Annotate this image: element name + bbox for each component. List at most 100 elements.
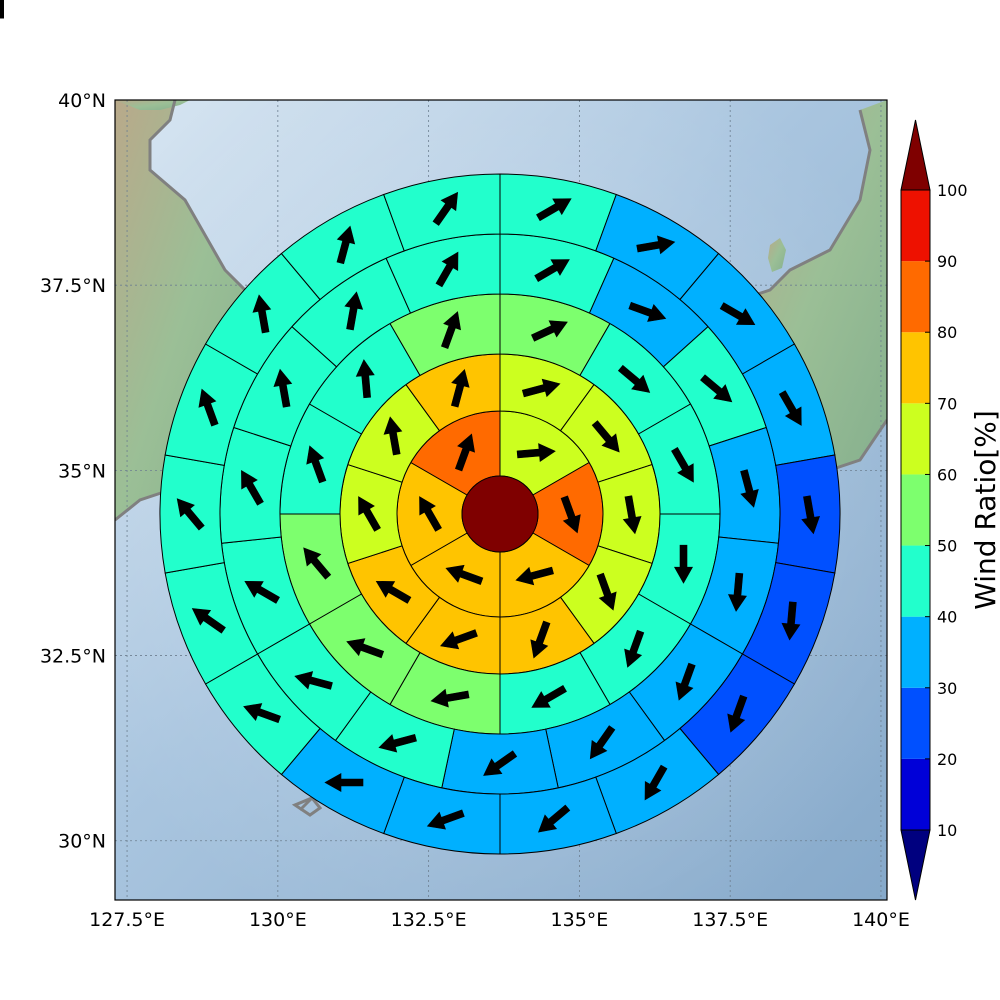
colorbar: 10 20 30 40 50 60 70 80 90 100 <box>900 119 968 901</box>
colorbar-label: Wind Ratio[%] <box>969 410 1000 610</box>
land-korea-north <box>115 100 190 110</box>
wind-arrow <box>176 498 205 531</box>
wind-arrow <box>536 198 572 222</box>
wind-direction-arrows <box>0 0 821 833</box>
wind-arrow <box>515 566 554 586</box>
wind-arrow <box>191 608 226 634</box>
colorbar-tick-label: 80 <box>937 323 957 342</box>
wind-arrow <box>0 0 4 19</box>
colorbar-bin <box>901 403 930 475</box>
colorbar-bin <box>901 616 930 688</box>
wind-arrow <box>336 225 356 265</box>
wind-arrow <box>675 662 696 701</box>
wind-arrow <box>531 685 567 708</box>
wind-arrow <box>440 311 462 349</box>
wind-arrow <box>303 547 332 580</box>
colorbar-over-extension <box>900 119 931 191</box>
colorbar-tick-label: 70 <box>937 394 957 413</box>
wind-arrow <box>778 390 802 426</box>
wind-arrow <box>243 703 281 724</box>
wind-arrow <box>355 359 375 399</box>
wind-arrow <box>324 772 364 793</box>
colorbar-tick-label: 100 <box>937 181 968 200</box>
colorbar-bin <box>901 190 930 262</box>
colorbar-bin <box>901 474 930 546</box>
colorbar-tick-label: 40 <box>937 608 957 627</box>
wind-arrow <box>445 564 484 585</box>
wind-arrow <box>273 368 293 408</box>
wind-arrow <box>644 764 668 801</box>
colorbar-tick-label: 50 <box>937 537 957 556</box>
colorbar-tick-label: 10 <box>937 821 957 840</box>
colorbar-bin <box>901 687 930 759</box>
longitude-tick-label: 137.5°E <box>692 909 768 931</box>
wind-arrow <box>383 416 403 456</box>
wind-arrow <box>426 809 465 830</box>
wind-arrow <box>530 620 551 659</box>
land-island <box>768 238 786 272</box>
latitude-tick-label: 37.5°N <box>40 275 106 297</box>
wind-arrow <box>252 294 272 334</box>
wind-arrow <box>531 320 568 342</box>
wind-arrow <box>244 580 280 604</box>
longitude-tick-label: 130°E <box>249 909 307 931</box>
wind-arrow <box>596 572 617 611</box>
wind-arrow <box>375 580 412 604</box>
wind-arrow <box>378 733 417 753</box>
wind-arrow <box>454 433 476 472</box>
wind-arrow <box>534 259 570 282</box>
wind-arrow <box>198 388 219 427</box>
latitude-tick-label: 40°N <box>58 90 106 112</box>
wind-ratio-sectors <box>159 173 841 855</box>
wind-arrow <box>617 364 651 393</box>
colorbar-under-extension <box>900 829 931 901</box>
wind-arrow <box>700 374 733 403</box>
wind-arrow <box>432 191 459 226</box>
wind-arrow <box>636 235 676 255</box>
wind-arrow <box>591 420 620 453</box>
wind-arrow <box>624 629 645 668</box>
colorbar-bin <box>901 332 930 404</box>
wind-arrow <box>358 496 381 532</box>
wind-arrow <box>728 572 747 612</box>
wind-arrow <box>628 301 667 322</box>
wind-arrow <box>719 302 756 326</box>
wind-arrow <box>419 496 442 532</box>
wind-arrow <box>727 694 748 733</box>
wind-arrow <box>450 368 470 408</box>
wind-arrow <box>516 443 556 463</box>
longitude-tick-label: 132.5°E <box>391 909 467 931</box>
longitude-tick-labels: 127.5°E 130°E 132.5°E 135°E 137.5°E 140°E <box>89 909 910 931</box>
latitude-tick-label: 32.5°N <box>40 646 106 668</box>
longitude-tick-label: 135°E <box>551 909 609 931</box>
wind-arrow <box>241 470 264 506</box>
colorbar-bin <box>901 545 930 617</box>
wind-arrow <box>538 804 571 833</box>
longitude-tick-label: 127.5°E <box>89 909 165 931</box>
wind-arrow <box>344 291 364 331</box>
colorbar-tick-label: 60 <box>937 465 957 484</box>
wind-arrow <box>589 725 616 760</box>
wind-arrow <box>483 750 518 776</box>
coastline-osumi <box>291 796 323 817</box>
colorbar-tick-label: 30 <box>937 679 957 698</box>
wind-arrow <box>430 688 470 708</box>
wind-arrow <box>435 251 459 288</box>
colorbar-bin <box>901 261 930 333</box>
wind-arrow <box>440 629 478 650</box>
colorbar-tick-label: 90 <box>937 252 957 271</box>
center-cell <box>461 475 539 553</box>
wind-arrow <box>306 445 327 484</box>
wind-arrow <box>781 601 801 641</box>
colorbar-outline <box>900 189 931 831</box>
wind-arrow <box>560 495 581 534</box>
wind-arrow <box>346 638 385 659</box>
latitude-tick-label: 30°N <box>58 831 106 853</box>
latitude-tick-label: 35°N <box>58 460 106 482</box>
wind-arrow <box>673 544 694 584</box>
map-frame <box>114 99 888 901</box>
wind-arrow <box>521 378 561 398</box>
wind-ratio-sector <box>219 426 292 544</box>
longitude-tick-label: 140°E <box>852 909 910 931</box>
